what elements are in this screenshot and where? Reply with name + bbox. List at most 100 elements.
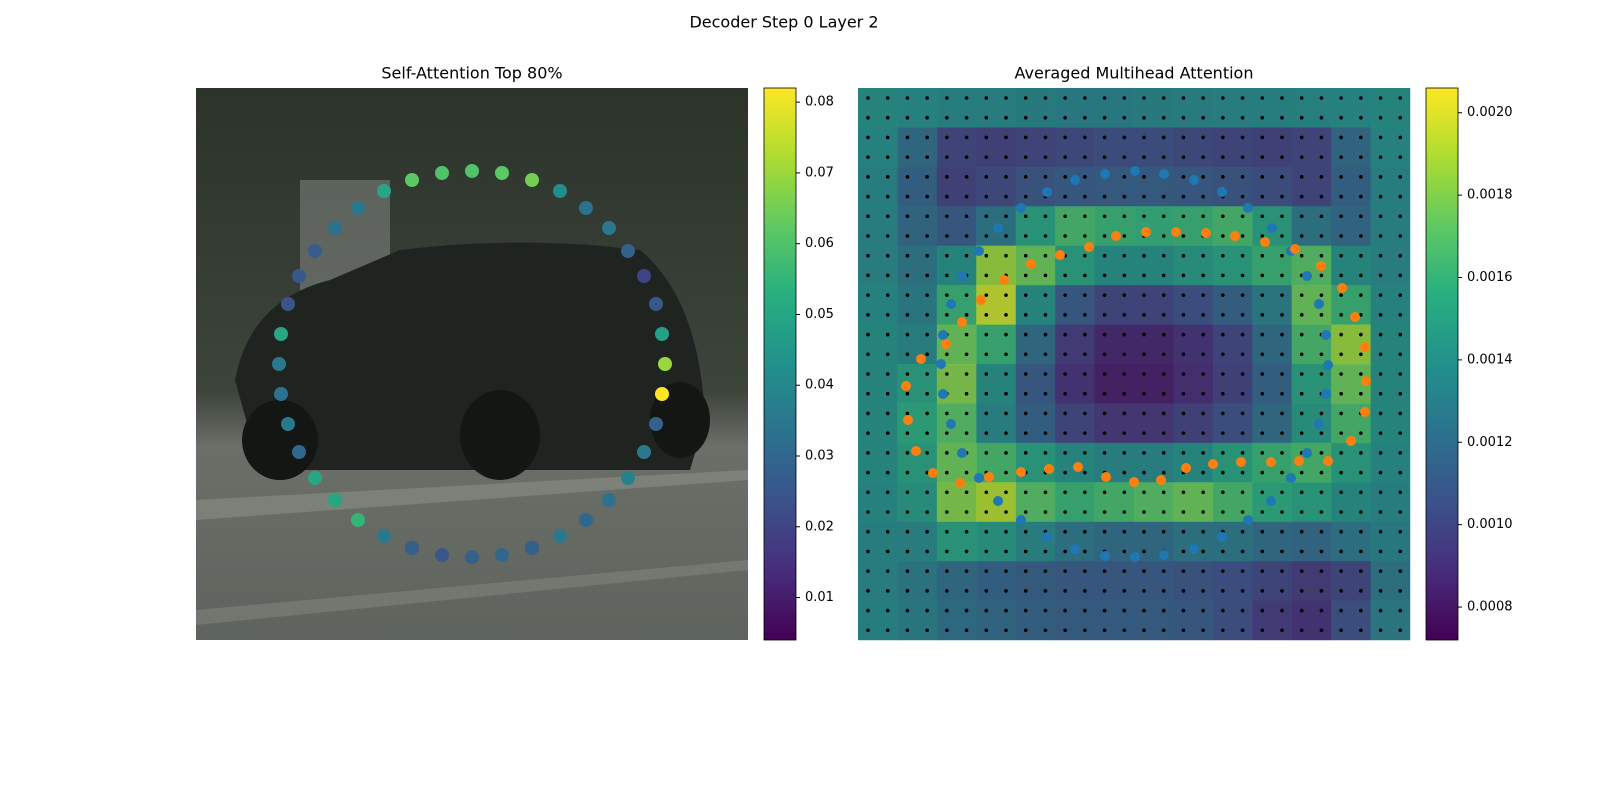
reference-grid-dot	[1142, 391, 1146, 396]
reference-grid-dot	[1023, 155, 1028, 159]
reference-grid-dot	[1319, 431, 1324, 435]
reference-grid-dot	[1083, 214, 1087, 219]
reference-grid-dot	[945, 214, 949, 219]
reference-grid-dot	[964, 293, 969, 297]
reference-grid-dot	[1359, 608, 1363, 613]
heatmap-cell	[1370, 88, 1411, 128]
heatmap-cell	[1212, 600, 1253, 641]
point	[1243, 203, 1253, 213]
reference-grid-dot	[1023, 569, 1028, 573]
heatmap-cell	[897, 166, 938, 207]
heatmap-cell	[1370, 403, 1411, 444]
reference-grid-dot	[905, 372, 910, 376]
heatmap-cell	[1291, 482, 1332, 523]
reference-grid-dot	[885, 135, 890, 140]
reference-grid-dot	[1339, 470, 1343, 475]
reference-grid-dot	[1043, 510, 1048, 514]
heatmap-cell	[858, 403, 898, 444]
point	[1084, 242, 1094, 252]
colorbar-tick-label: 0.0012	[1467, 435, 1513, 450]
heatmap-cell	[1291, 127, 1332, 168]
reference-grid-dot	[885, 411, 890, 416]
heatmap-cell	[858, 482, 898, 523]
colorbar-tick-label: 0.0010	[1467, 517, 1513, 532]
heatmap-cell	[1212, 442, 1253, 483]
reference-grid-dot	[964, 96, 969, 100]
reference-grid-dot	[1023, 510, 1028, 514]
reference-grid-dot	[1122, 608, 1127, 613]
reference-grid-dot	[1181, 234, 1186, 238]
attention-point	[579, 201, 593, 215]
heatmap-cell	[936, 561, 977, 601]
heatmap-cell	[1331, 482, 1371, 523]
reference-grid-dot	[1004, 391, 1008, 396]
reference-grid-dot	[1004, 293, 1008, 297]
reference-grid-dot	[1142, 332, 1146, 337]
reference-grid-dot	[1221, 214, 1225, 219]
reference-grid-dot	[1359, 155, 1363, 159]
reference-grid-dot	[885, 431, 890, 435]
reference-grid-dot	[1398, 175, 1403, 179]
reference-grid-dot	[1023, 293, 1028, 297]
reference-grid-dot	[1122, 135, 1127, 140]
point	[974, 473, 984, 483]
reference-grid-dot	[1378, 372, 1383, 376]
reference-grid-dot	[1319, 135, 1324, 140]
reference-grid-dot	[984, 510, 989, 514]
reference-grid-dot	[925, 135, 929, 140]
point	[1302, 271, 1312, 281]
reference-grid-dot	[1260, 352, 1265, 357]
reference-grid-dot	[866, 510, 870, 514]
reference-grid-dot	[1004, 451, 1008, 455]
reference-grid-dot	[866, 431, 870, 435]
reference-grid-dot	[1083, 549, 1087, 554]
reference-grid-dot	[1004, 313, 1008, 317]
reference-grid-dot	[1240, 470, 1245, 475]
point	[1321, 389, 1331, 399]
reference-grid-dot	[905, 529, 910, 534]
reference-grid-dot	[1083, 313, 1087, 317]
reference-grid-dot	[1221, 96, 1225, 100]
reference-grid-dot	[1260, 332, 1265, 337]
reference-grid-dot	[1161, 214, 1166, 219]
heatmap-cell	[858, 166, 898, 207]
reference-grid-dot	[1398, 391, 1403, 396]
attention-point	[377, 184, 391, 198]
reference-grid-dot	[1102, 490, 1107, 495]
reference-grid-dot	[1319, 313, 1324, 317]
reference-grid-dot	[1181, 549, 1186, 554]
reference-grid-dot	[866, 194, 870, 199]
point	[1267, 223, 1277, 233]
heatmap-cell	[1212, 521, 1253, 562]
reference-grid-dot	[1023, 391, 1028, 396]
heatmap-cell	[897, 127, 938, 168]
reference-grid-dot	[1359, 391, 1363, 396]
heatmap-cell	[1015, 324, 1056, 365]
reference-grid-dot	[1299, 175, 1304, 179]
heatmap-cell	[1370, 600, 1411, 641]
reference-grid-dot	[1201, 313, 1205, 317]
reference-grid-dot	[1102, 194, 1107, 199]
reference-grid-dot	[1280, 115, 1284, 120]
heatmap-cell	[1370, 364, 1411, 404]
reference-grid-dot	[1299, 569, 1304, 573]
reference-grid-dot	[1240, 549, 1245, 554]
reference-grid-dot	[964, 529, 969, 534]
reference-grid-dot	[984, 431, 989, 435]
heatmap-cell	[1055, 324, 1095, 365]
reference-grid-dot	[1102, 234, 1107, 238]
reference-grid-dot	[1063, 115, 1067, 120]
reference-grid-dot	[905, 135, 910, 140]
reference-grid-dot	[1339, 313, 1343, 317]
reference-grid-dot	[1043, 175, 1048, 179]
reference-grid-dot	[1004, 608, 1008, 613]
reference-grid-dot	[964, 155, 969, 159]
heatmap-cell	[1134, 442, 1174, 483]
reference-grid-dot	[1122, 372, 1127, 376]
reference-grid-dot	[1378, 608, 1383, 613]
reference-grid-dot	[1181, 313, 1186, 317]
reference-grid-dot	[1122, 214, 1127, 219]
reference-grid-dot	[1359, 569, 1363, 573]
reference-grid-dot	[1063, 529, 1067, 534]
reference-grid-dot	[885, 490, 890, 495]
